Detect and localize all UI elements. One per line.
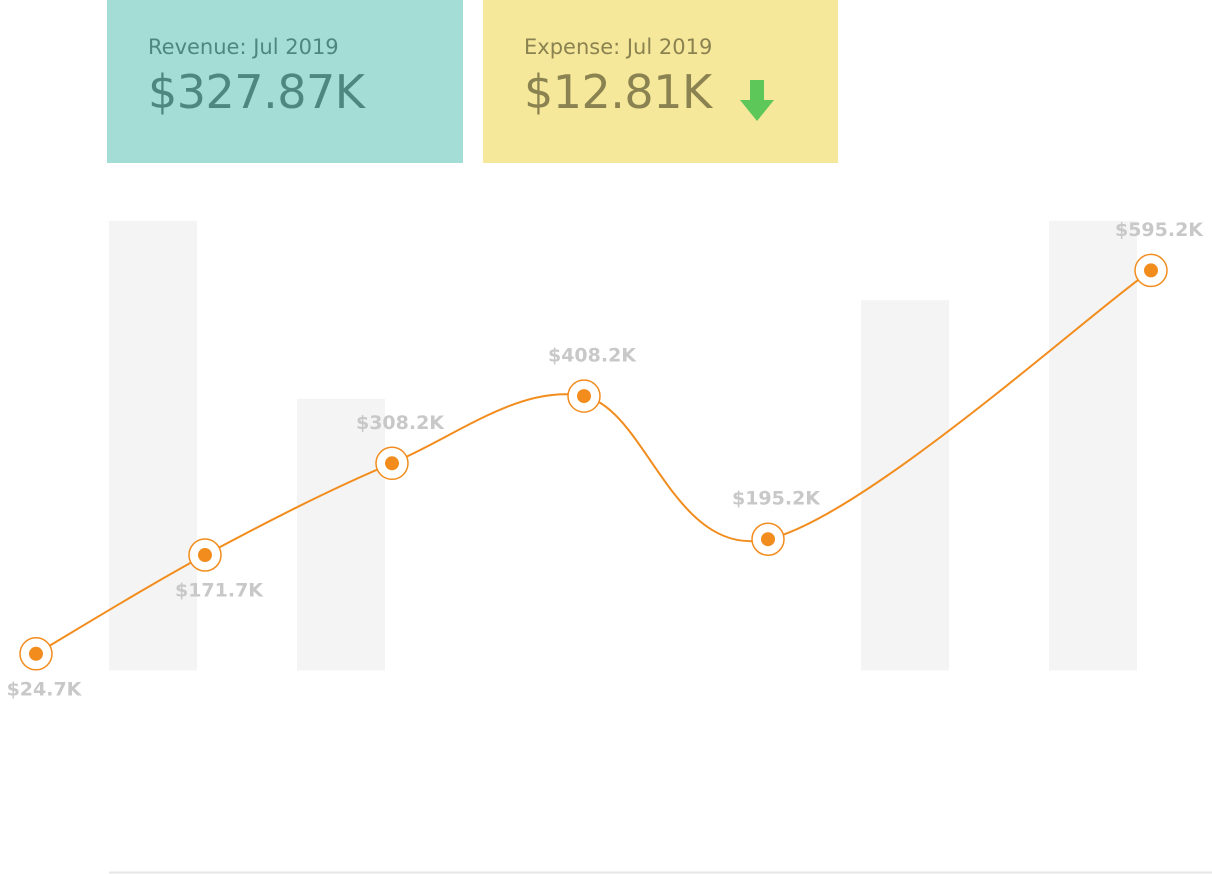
- data-label: $171.7K: [175, 580, 264, 602]
- revenue-card: Revenue: Jul 2019 $327.87K: [107, 0, 463, 163]
- card-value: $327.87K: [148, 65, 365, 119]
- point: [577, 389, 591, 404]
- card-label: Expense: Jul 2019: [524, 35, 713, 59]
- bar: [1049, 220, 1137, 671]
- data-label: $595.2K: [1115, 219, 1204, 241]
- card-label: Revenue: Jul 2019: [148, 35, 339, 59]
- data-label: $24.7K: [7, 678, 83, 700]
- point: [1144, 263, 1158, 278]
- expense-card: Expense: Jul 2019 $12.81K: [483, 0, 838, 163]
- card-value: $12.81K: [524, 65, 712, 119]
- data-label: $195.2K: [732, 488, 821, 510]
- data-label: $308.2K: [356, 412, 445, 434]
- bar-layer: [109, 220, 1137, 671]
- bar: [109, 220, 197, 671]
- line-layer: $24.7K $171.7K $308.2K $408.2K $195.2K $595.2…: [7, 219, 1205, 700]
- point: [385, 456, 399, 471]
- point: [761, 532, 775, 547]
- data-label: $408.2K: [548, 345, 637, 367]
- bar: [297, 398, 385, 671]
- bar: [861, 300, 949, 671]
- point: [198, 548, 212, 563]
- down-arrow-icon: [740, 80, 774, 121]
- point: [29, 646, 43, 661]
